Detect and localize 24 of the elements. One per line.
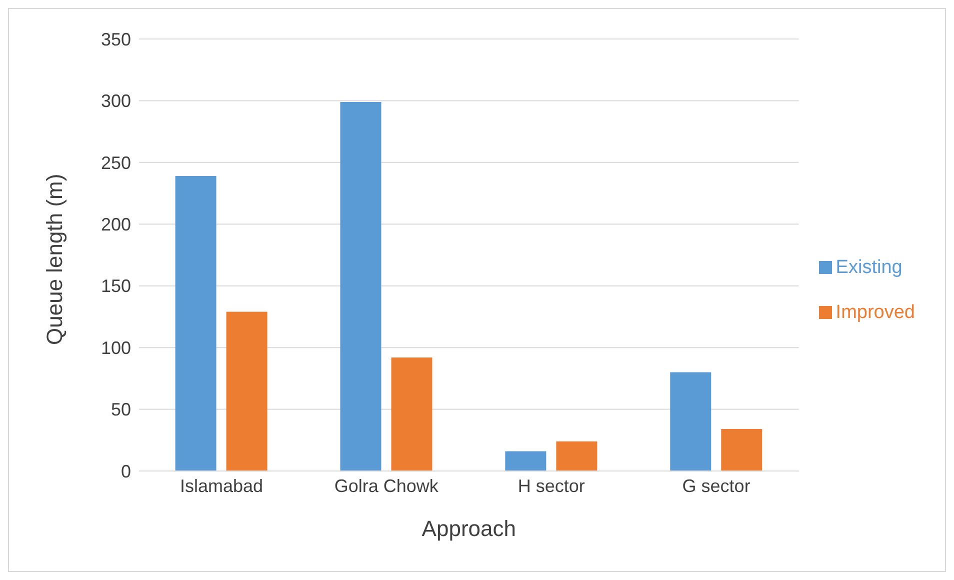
y-tick-label: 300 [100,91,131,112]
x-tick-label: G sector [682,476,750,496]
y-tick-label: 350 [100,29,131,50]
y-tick-label: 0 [120,461,131,482]
bar [556,441,598,471]
bar [226,312,268,471]
legend-label: Improved [836,302,915,323]
x-tick-label: Islamabad [180,476,264,496]
y-tick-label: 200 [100,214,131,235]
bar [175,176,216,471]
legend-label: Existing [836,257,902,278]
bar [505,451,546,471]
y-tick-label: 100 [100,338,131,358]
x-axis-title: Approach [422,516,516,541]
bar [721,429,762,471]
bar [340,102,382,471]
y-axis-title: Queue length (m) [42,174,67,345]
y-tick-label: 150 [100,276,131,296]
x-tick-label: H sector [518,476,585,496]
y-tick-label: 50 [110,400,131,420]
y-tick-label: 250 [100,152,131,173]
x-tick-label: Golra Chowk [334,476,440,496]
bar [670,372,712,471]
bar [391,357,432,471]
